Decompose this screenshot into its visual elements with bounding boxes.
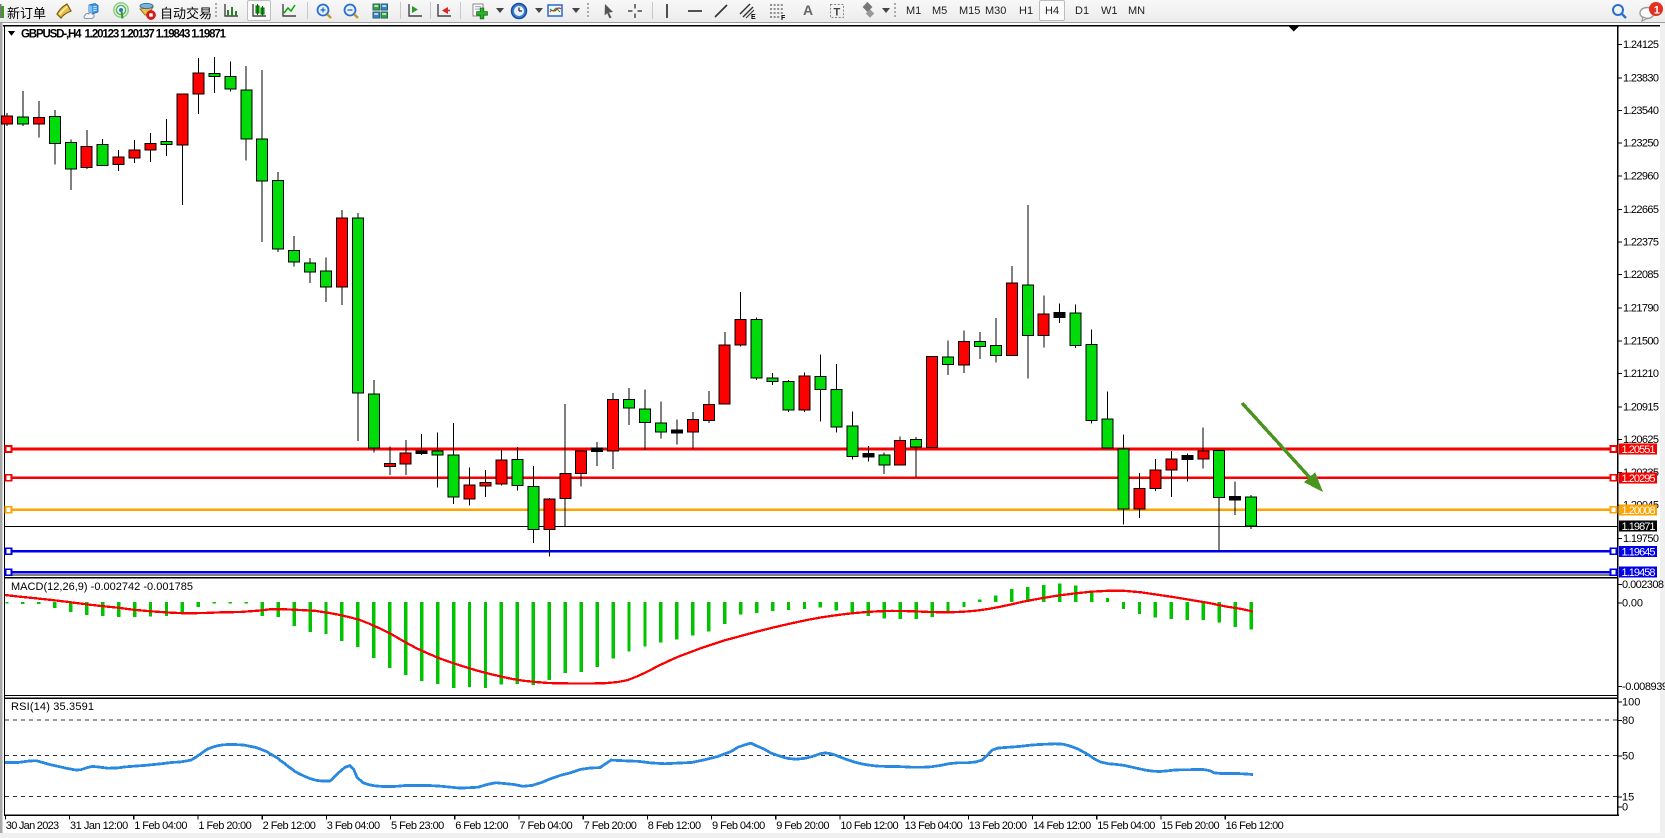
svg-text:1.23250: 1.23250: [1623, 138, 1659, 150]
svg-text:0.002308: 0.002308: [1622, 579, 1664, 591]
svg-text:1.24125: 1.24125: [1623, 39, 1659, 51]
svg-text:1.19750: 1.19750: [1623, 533, 1659, 545]
svg-text:14 Feb 12:00: 14 Feb 12:00: [1033, 820, 1091, 832]
svg-text:1.20008: 1.20008: [1622, 505, 1656, 517]
svg-text:1.22960: 1.22960: [1623, 171, 1659, 183]
svg-text:7 Feb 20:00: 7 Feb 20:00: [584, 820, 637, 832]
svg-text:1.20625: 1.20625: [1623, 434, 1659, 446]
svg-text:1.23830: 1.23830: [1623, 72, 1659, 84]
svg-text:15: 15: [1622, 791, 1634, 803]
svg-text:0.00: 0.00: [1622, 598, 1643, 610]
svg-text:1.19458: 1.19458: [1622, 567, 1656, 579]
svg-text:8 Feb 12:00: 8 Feb 12:00: [648, 820, 701, 832]
svg-text:15 Feb 20:00: 15 Feb 20:00: [1161, 820, 1219, 832]
svg-text:16 Feb 12:00: 16 Feb 12:00: [1226, 820, 1284, 832]
svg-text:31 Jan 12:00: 31 Jan 12:00: [70, 820, 128, 832]
svg-text:1.20295: 1.20295: [1622, 473, 1656, 485]
svg-text:100: 100: [1622, 697, 1640, 709]
svg-text:1.22085: 1.22085: [1623, 269, 1659, 281]
svg-text:1.20551: 1.20551: [1622, 444, 1656, 456]
svg-text:T: T: [834, 7, 841, 19]
svg-text:1: 1: [1654, 4, 1660, 16]
svg-text:E: E: [751, 14, 756, 20]
svg-text:10 Feb 12:00: 10 Feb 12:00: [840, 820, 898, 832]
svg-text:1.21210: 1.21210: [1623, 368, 1659, 380]
svg-text:80: 80: [1622, 715, 1634, 727]
svg-text:50: 50: [1622, 750, 1634, 762]
svg-text:1.22375: 1.22375: [1623, 237, 1659, 249]
svg-text:9 Feb 04:00: 9 Feb 04:00: [712, 820, 765, 832]
svg-text:1.19645: 1.19645: [1622, 546, 1656, 558]
svg-text:RSI(14) 35.3591: RSI(14) 35.3591: [11, 701, 94, 713]
svg-text:1.20915: 1.20915: [1623, 401, 1659, 413]
svg-text:2 Feb 12:00: 2 Feb 12:00: [263, 820, 316, 832]
svg-text:MACD(12,26,9) -0.002742 -0.001: MACD(12,26,9) -0.002742 -0.001785: [11, 581, 193, 593]
svg-text:13 Feb 20:00: 13 Feb 20:00: [969, 820, 1027, 832]
svg-text:1.23540: 1.23540: [1623, 105, 1659, 117]
svg-text:1.19871: 1.19871: [1622, 521, 1656, 533]
svg-text:GBPUSD-,H4 1.20123 1.20137 1.: GBPUSD-,H4 1.20123 1.20137 1.19843 1.198…: [21, 29, 227, 41]
svg-text:1.22665: 1.22665: [1623, 204, 1659, 216]
svg-text:15 Feb 04:00: 15 Feb 04:00: [1097, 820, 1155, 832]
svg-text:1.21500: 1.21500: [1623, 335, 1659, 347]
svg-text:F: F: [781, 15, 786, 20]
svg-text:6 Feb 12:00: 6 Feb 12:00: [455, 820, 508, 832]
svg-text:13 Feb 04:00: 13 Feb 04:00: [905, 820, 963, 832]
svg-text:5 Feb 23:00: 5 Feb 23:00: [391, 820, 444, 832]
svg-text:0: 0: [1622, 802, 1628, 814]
svg-text:-0.008939: -0.008939: [1622, 681, 1665, 693]
svg-text:9 Feb 20:00: 9 Feb 20:00: [776, 820, 829, 832]
svg-text:7 Feb 04:00: 7 Feb 04:00: [519, 820, 572, 832]
svg-text:30 Jan 2023: 30 Jan 2023: [6, 820, 59, 832]
svg-text:1.21790: 1.21790: [1623, 303, 1659, 315]
svg-text:3 Feb 04:00: 3 Feb 04:00: [327, 820, 380, 832]
svg-text:1 Feb 20:00: 1 Feb 20:00: [198, 820, 251, 832]
svg-text:1 Feb 04:00: 1 Feb 04:00: [134, 820, 187, 832]
